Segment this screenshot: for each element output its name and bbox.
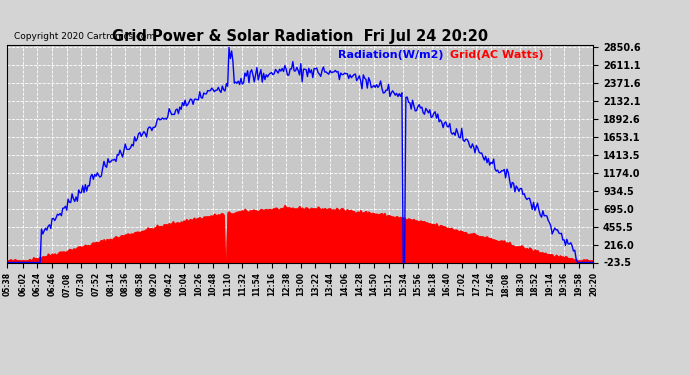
Text: Grid(AC Watts): Grid(AC Watts): [450, 51, 543, 60]
Text: Copyright 2020 Cartronics.com: Copyright 2020 Cartronics.com: [14, 32, 155, 41]
Text: Radiation(W/m2): Radiation(W/m2): [338, 51, 444, 60]
Title: Grid Power & Solar Radiation  Fri Jul 24 20:20: Grid Power & Solar Radiation Fri Jul 24 …: [112, 29, 489, 44]
